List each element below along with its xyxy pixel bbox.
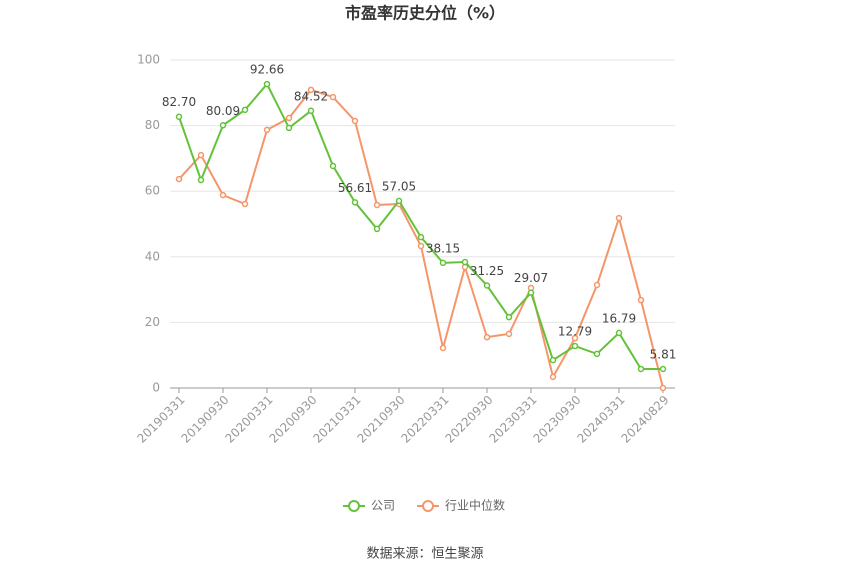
point — [417, 242, 425, 250]
point — [175, 113, 183, 120]
point — [593, 281, 601, 289]
point — [263, 80, 271, 88]
point — [307, 86, 315, 94]
point — [395, 197, 403, 205]
point — [593, 350, 601, 358]
point — [175, 175, 183, 183]
point — [505, 330, 513, 338]
point — [219, 122, 227, 129]
value-label: 82.70 — [162, 95, 196, 109]
point — [329, 162, 337, 170]
point — [571, 342, 579, 350]
value-label: 56.61 — [338, 181, 372, 195]
point — [439, 259, 447, 267]
value-label: 84.52 — [294, 89, 328, 103]
value-label: 80.09 — [206, 104, 240, 118]
point — [351, 199, 359, 206]
legend-label: 公司 — [371, 499, 395, 513]
point — [461, 258, 469, 266]
point — [615, 214, 623, 222]
point — [329, 93, 337, 101]
value-label: 38.15 — [426, 241, 460, 255]
point — [571, 334, 579, 342]
point — [659, 384, 667, 392]
point — [637, 296, 645, 304]
point — [549, 356, 557, 364]
point — [549, 373, 557, 381]
point — [505, 313, 513, 321]
point — [241, 200, 249, 208]
value-label: 29.07 — [514, 271, 548, 285]
y-tick-label: 80 — [145, 118, 160, 132]
point — [219, 191, 227, 199]
y-tick-label: 40 — [145, 249, 160, 263]
value-label: 92.66 — [250, 63, 284, 77]
point — [197, 176, 205, 184]
y-tick-label: 0 — [152, 381, 160, 395]
source: 数据来源：恒生聚源 — [366, 547, 483, 562]
point — [197, 151, 205, 159]
legend-label: 行业中位数 — [445, 498, 505, 513]
point — [373, 201, 381, 209]
point — [637, 365, 645, 373]
y-tick-label: 60 — [145, 184, 160, 198]
point — [373, 225, 381, 233]
point — [307, 107, 315, 115]
legend-marker — [422, 500, 434, 512]
point — [659, 365, 667, 373]
y-tick-label: 100 — [137, 53, 160, 67]
point — [439, 344, 447, 352]
value-label: 16.79 — [602, 311, 636, 325]
point — [241, 106, 249, 114]
point — [615, 329, 623, 337]
legend-marker — [348, 500, 360, 512]
point — [483, 333, 491, 341]
point — [285, 124, 293, 132]
point — [285, 114, 293, 122]
point — [263, 126, 271, 134]
point — [483, 282, 491, 289]
x-tick-label: 20240829 — [619, 393, 672, 446]
value-label: 5.81 — [650, 347, 677, 361]
y-tick-label: 20 — [145, 315, 160, 329]
value-label: 57.05 — [382, 179, 416, 193]
value-label: 12.79 — [558, 325, 592, 339]
chart-title: 市盈率历史分位（%） — [345, 4, 505, 23]
point — [527, 289, 535, 296]
point — [417, 233, 425, 241]
value-label: 31.25 — [470, 264, 504, 278]
point — [351, 117, 359, 125]
